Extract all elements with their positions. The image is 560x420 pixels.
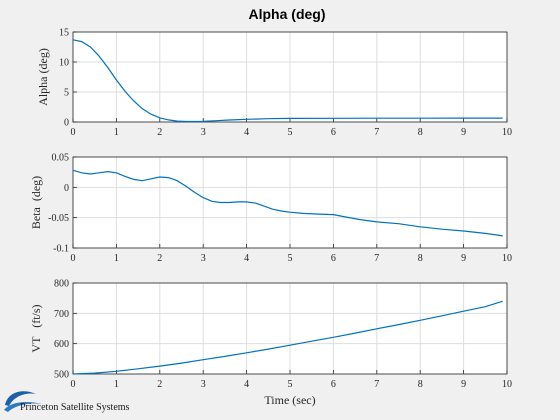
axes-frame xyxy=(72,156,508,249)
x-tick-label: 6 xyxy=(331,253,336,264)
x-tick-label: 1 xyxy=(114,253,119,264)
alpha-axes: 0 1 2 3 4 5 6 7 8 9 10 0 5 10 15 Alpha (deg) xyxy=(36,28,512,139)
x-tick-label: 7 xyxy=(374,127,379,138)
y-tick-label: 800 xyxy=(54,279,69,290)
x-tick-label: 1 xyxy=(114,379,119,390)
x-tick-label: 10 xyxy=(502,379,512,390)
x-tick-label: 4 xyxy=(244,127,249,138)
series-line xyxy=(72,39,503,123)
x-tick-label: 4 xyxy=(244,379,249,390)
y-tick-label: 500 xyxy=(54,370,69,381)
y-tick-label: 15 xyxy=(59,28,69,39)
x-tick-label: 9 xyxy=(461,253,466,264)
logo: Princeton Satellite Systems xyxy=(4,391,130,413)
x-tick-label: 4 xyxy=(244,253,249,264)
y-tick-label: 0.05 xyxy=(52,153,70,164)
x-tick-label: 5 xyxy=(288,253,293,264)
y-axis-label: Beta (deg) xyxy=(29,176,43,229)
figure-title: Alpha (deg) xyxy=(249,6,326,22)
y-tick-label: -0.1 xyxy=(53,244,69,255)
series-line xyxy=(72,300,503,375)
x-tick-label: 6 xyxy=(331,379,336,390)
y-axis-label: VT (ft/s) xyxy=(29,304,43,352)
x-tick-label: 9 xyxy=(461,127,466,138)
x-tick-label: 3 xyxy=(201,379,206,390)
x-tick-label: 1 xyxy=(114,127,119,138)
x-tick-label: 2 xyxy=(157,379,162,390)
x-tick-label: 8 xyxy=(418,127,423,138)
axes-frame xyxy=(72,31,508,123)
x-tick-label: 9 xyxy=(461,379,466,390)
y-tick-label: 700 xyxy=(54,309,69,320)
x-tick-label: 7 xyxy=(374,379,379,390)
x-tick-label: 3 xyxy=(201,253,206,264)
series-line xyxy=(72,169,503,237)
x-tick-label: 5 xyxy=(288,127,293,138)
x-tick-label: 2 xyxy=(157,127,162,138)
y-tick-label: 10 xyxy=(59,58,69,69)
y-tick-label: 600 xyxy=(54,339,69,350)
y-tick-label: 5 xyxy=(64,88,69,99)
x-axis-label: Time (sec) xyxy=(264,393,315,407)
y-tick-label: 0 xyxy=(64,118,69,129)
x-tick-label: 5 xyxy=(288,379,293,390)
x-tick-label: 3 xyxy=(201,127,206,138)
x-tick-label: 0 xyxy=(71,127,76,138)
swoosh-logo-icon xyxy=(4,391,42,412)
x-tick-label: 2 xyxy=(157,253,162,264)
x-tick-label: 0 xyxy=(71,379,76,390)
x-tick-label: 10 xyxy=(502,127,512,138)
x-tick-label: 10 xyxy=(502,253,512,264)
vt-axes: 0 1 2 3 4 5 6 7 8 9 10 500 600 700 800 VT (ft/s) Time (s… xyxy=(29,279,512,408)
beta-axes: 0 1 2 3 4 5 6 7 8 9 10 -0.1 -0.05 0 0.05 Beta (deg) xyxy=(29,153,512,265)
y-tick-label: 0 xyxy=(64,183,69,194)
x-tick-label: 8 xyxy=(418,379,423,390)
y-axis-label: Alpha (deg) xyxy=(36,48,50,106)
x-tick-label: 7 xyxy=(374,253,379,264)
logo-text: Princeton Satellite Systems xyxy=(20,402,130,413)
y-tick-label: -0.05 xyxy=(48,213,69,224)
x-tick-label: 6 xyxy=(331,127,336,138)
x-tick-label: 8 xyxy=(418,253,423,264)
axes-frame xyxy=(72,282,508,375)
x-tick-label: 0 xyxy=(71,253,76,264)
